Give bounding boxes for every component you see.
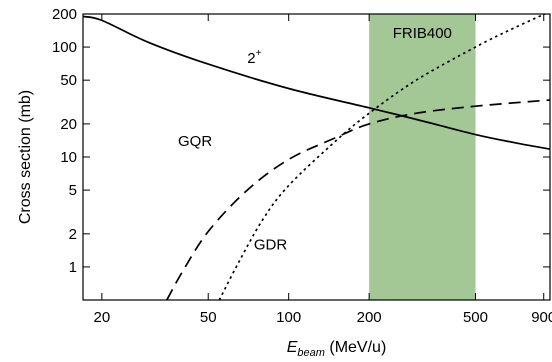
series-label-2plus: 2+ — [247, 48, 261, 67]
x-axis-title: Ebeam (MeV/u) — [287, 339, 387, 359]
shaded-region-frib400 — [369, 14, 476, 300]
series-line-2plus — [83, 15, 550, 150]
ticks — [83, 13, 550, 300]
y-tick-label: 2 — [69, 226, 77, 243]
x-tick-label: 100 — [276, 309, 301, 326]
x-tick-label: 500 — [463, 309, 488, 326]
y-tick-label: 100 — [52, 39, 77, 56]
y-tick-label: 1 — [69, 259, 77, 276]
y-tick-label: 50 — [60, 72, 77, 89]
y-tick-label: 5 — [69, 182, 77, 199]
x-tick-label: 50 — [200, 309, 217, 326]
y-tick-label: 20 — [60, 116, 77, 133]
y-tick-label: 200 — [52, 6, 77, 23]
x-tick-label: 900 — [531, 309, 552, 326]
plot-frame — [82, 13, 551, 301]
shaded-region-label: FRIB400 — [393, 25, 452, 42]
series-lines — [83, 14, 550, 300]
tick-labels: 20 50 100 200 500 900 1 2 5 10 20 50 100 200 — [52, 6, 552, 326]
x-tick-label: 200 — [357, 309, 382, 326]
x-tick-label: 20 — [94, 309, 111, 326]
y-axis-title: Cross section (mb) — [17, 90, 34, 224]
series-line-gqr — [166, 99, 550, 300]
series-label-gqr: GQR — [178, 133, 212, 150]
series-label-gdr: GDR — [254, 236, 288, 253]
y-tick-label: 10 — [60, 149, 77, 166]
